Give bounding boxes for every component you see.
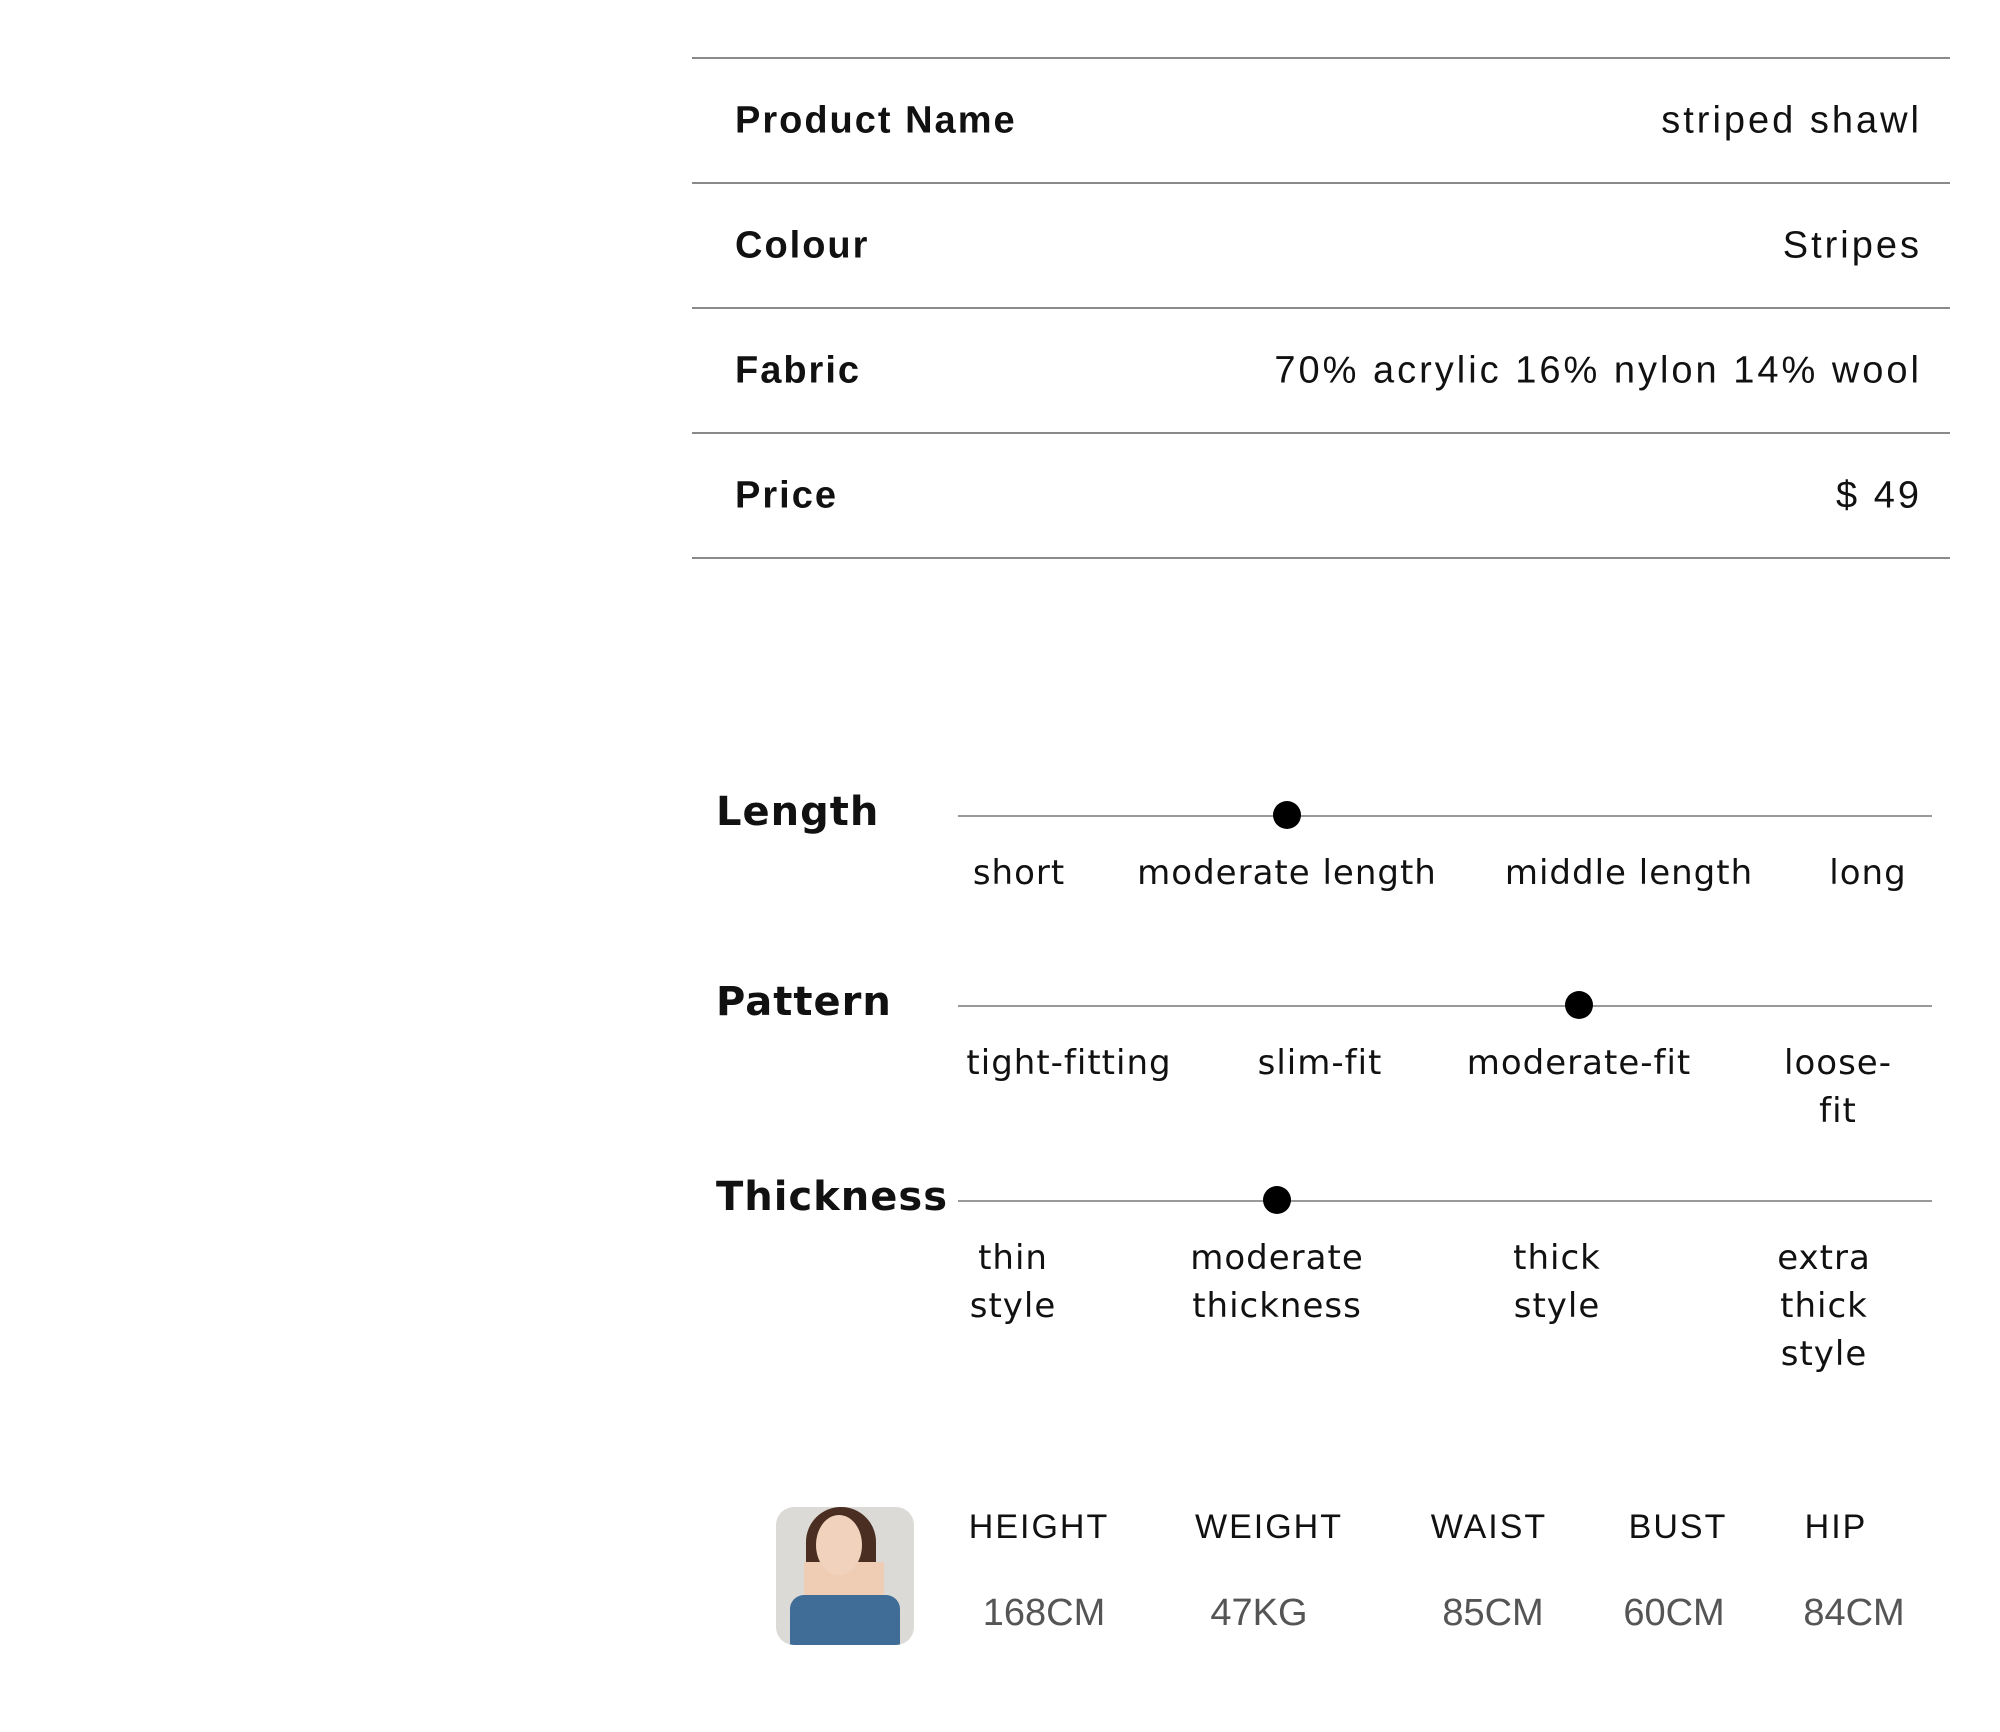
measurement-value: 84CM	[1803, 1592, 1905, 1634]
scale-option: moderate length	[1137, 853, 1437, 893]
scale-marker	[1273, 801, 1301, 829]
scale-option: thick style	[1513, 1238, 1601, 1326]
measurement-header: HEIGHT	[968, 1508, 1110, 1546]
spec-value: 70% acrylic 16% nylon 14% wool	[1274, 349, 1922, 391]
length-scale: Length short moderate length middle length…	[716, 789, 1936, 935]
measurement-header: BUST	[1628, 1508, 1728, 1546]
scale-option: extra thick style	[1777, 1238, 1871, 1374]
scale-label: Length	[716, 789, 880, 835]
spec-row-colour: Colour Stripes	[692, 184, 1950, 309]
spec-row-fabric: Fabric 70% acrylic 16% nylon 14% wool	[692, 309, 1950, 434]
scale-option: middle length	[1504, 853, 1754, 893]
scale-option: moderate thickness	[1190, 1238, 1364, 1326]
spec-value: striped shawl	[1661, 99, 1922, 141]
scale-marker	[1565, 991, 1593, 1019]
scale-track	[958, 815, 1932, 817]
scale-track	[958, 1200, 1932, 1202]
scale-option: loose-fit	[1784, 1043, 1892, 1131]
spec-value: $ 49	[1836, 474, 1922, 516]
spec-row-product-name: Product Name striped shawl	[692, 59, 1950, 184]
scale-option: tight-fitting	[966, 1043, 1172, 1083]
spec-row-price: Price $ 49	[692, 434, 1950, 559]
spec-label: Colour	[735, 224, 870, 266]
spec-value: Stripes	[1782, 224, 1922, 266]
thickness-scale: Thickness thin style moderate thickness th…	[716, 1174, 1936, 1374]
scale-option: short	[972, 853, 1066, 893]
model-photo	[776, 1507, 914, 1645]
measurement-value: 85CM	[1442, 1592, 1544, 1634]
scale-label: Thickness	[716, 1174, 949, 1220]
measurement-header: WAIST	[1430, 1508, 1548, 1546]
scale-track	[958, 1005, 1932, 1007]
measurement-value: 168CM	[982, 1592, 1106, 1634]
scale-option: moderate-fit	[1466, 1043, 1692, 1083]
spec-label: Product Name	[735, 99, 1017, 141]
scale-option: long	[1829, 853, 1907, 893]
pattern-scale: Pattern tight-fitting slim-fit moderate-fi…	[716, 979, 1936, 1131]
scale-option: slim-fit	[1257, 1043, 1383, 1083]
scale-marker	[1263, 1186, 1291, 1214]
measurement-header: HIP	[1804, 1508, 1868, 1546]
scale-option: thin style	[969, 1238, 1057, 1326]
measurement-value: 47KG	[1210, 1592, 1308, 1634]
spec-label: Fabric	[735, 349, 862, 391]
product-spec-table: Product Name striped shawl Colour Stripes …	[692, 57, 1950, 559]
scale-label: Pattern	[716, 979, 892, 1025]
measurement-header: WEIGHT	[1195, 1508, 1343, 1546]
spec-label: Price	[735, 474, 838, 516]
measurement-value: 60CM	[1623, 1592, 1725, 1634]
